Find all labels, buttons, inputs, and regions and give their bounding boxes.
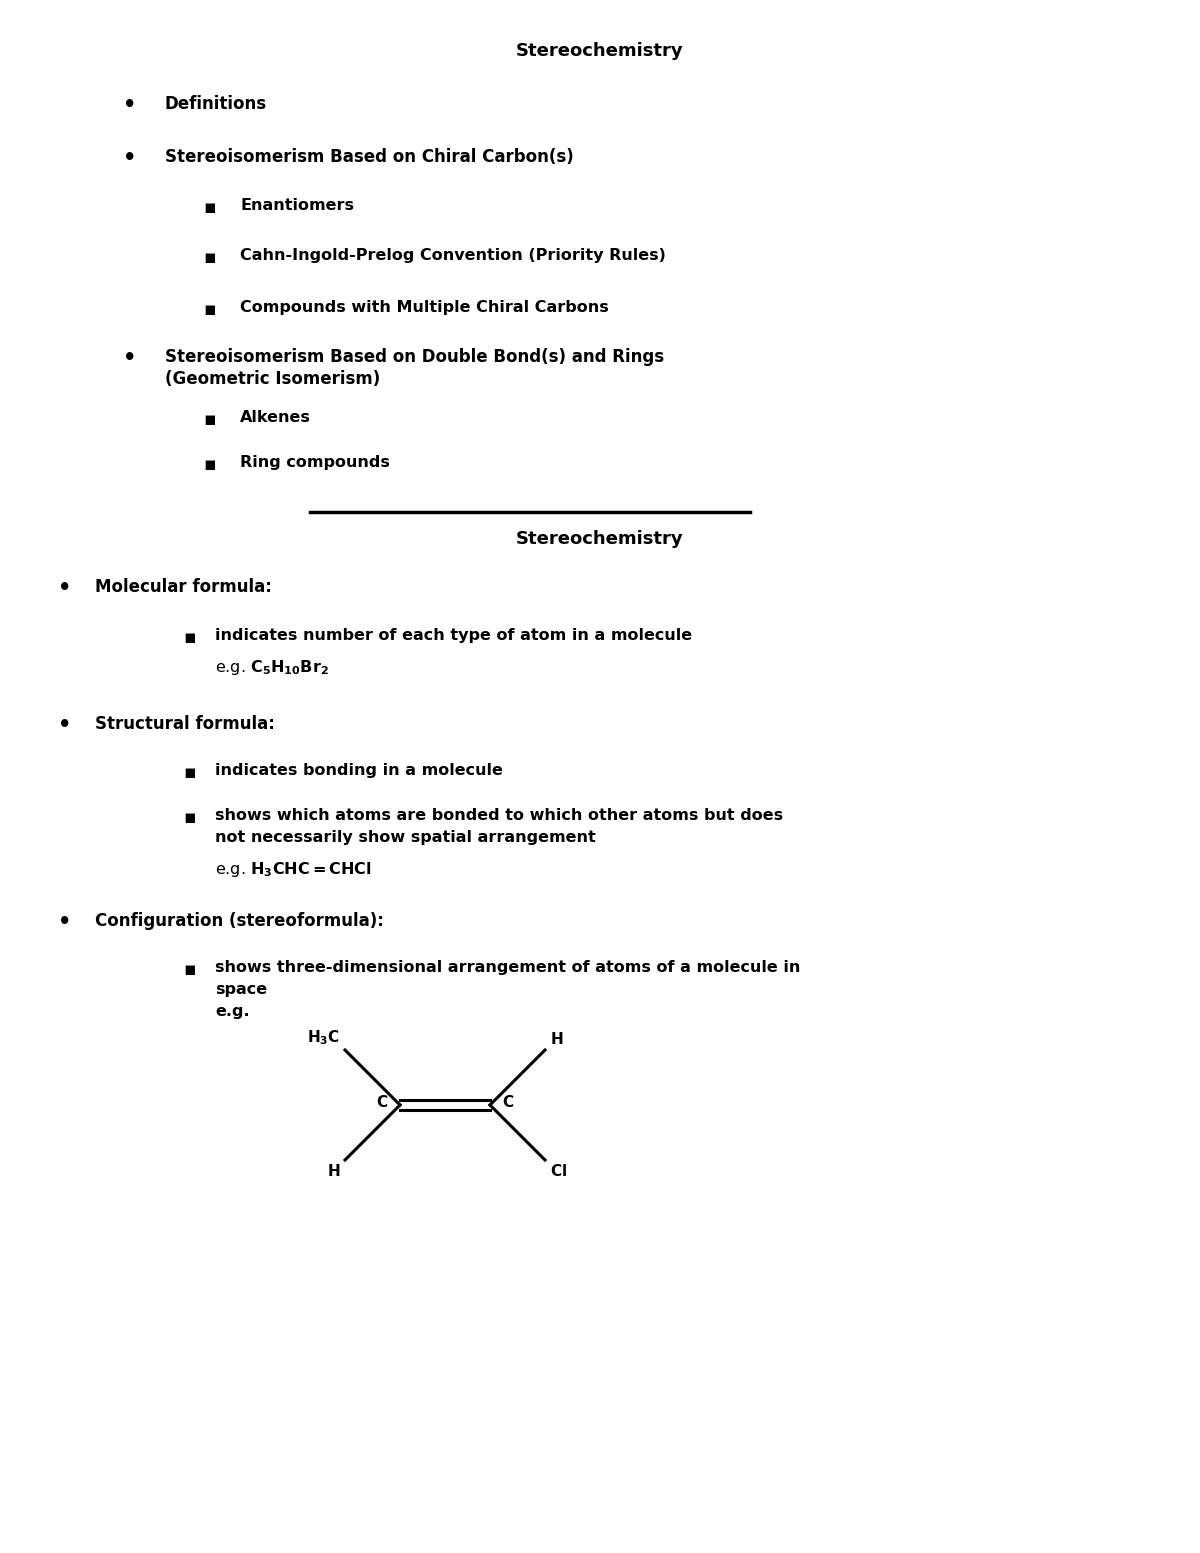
Text: •: • xyxy=(124,95,137,115)
Text: Stereoisomerism Based on Double Bond(s) and Rings: Stereoisomerism Based on Double Bond(s) … xyxy=(166,348,664,367)
Text: e.g.: e.g. xyxy=(215,1003,250,1019)
Text: $\mathbf{Cl}$: $\mathbf{Cl}$ xyxy=(550,1163,568,1179)
Text: space: space xyxy=(215,981,268,997)
Text: shows three-dimensional arrangement of atoms of a molecule in: shows three-dimensional arrangement of a… xyxy=(215,960,800,975)
Text: Structural formula:: Structural formula: xyxy=(95,714,275,733)
Text: ▪: ▪ xyxy=(204,248,216,267)
Text: not necessarily show spatial arrangement: not necessarily show spatial arrangement xyxy=(215,829,595,845)
Text: ▪: ▪ xyxy=(204,300,216,318)
Text: ▪: ▪ xyxy=(184,763,197,783)
Text: Alkenes: Alkenes xyxy=(240,410,311,426)
Text: Enantiomers: Enantiomers xyxy=(240,197,354,213)
Text: (Geometric Isomerism): (Geometric Isomerism) xyxy=(166,370,380,388)
Text: Compounds with Multiple Chiral Carbons: Compounds with Multiple Chiral Carbons xyxy=(240,300,608,315)
Text: •: • xyxy=(59,912,72,932)
Text: Molecular formula:: Molecular formula: xyxy=(95,578,272,596)
Text: $\mathbf{H_3C}$: $\mathbf{H_3C}$ xyxy=(307,1028,340,1047)
Text: ▪: ▪ xyxy=(184,808,197,828)
Text: $\mathbf{H}$: $\mathbf{H}$ xyxy=(326,1163,340,1179)
Text: ▪: ▪ xyxy=(204,410,216,429)
Text: $\mathbf{C}$: $\mathbf{C}$ xyxy=(502,1093,514,1110)
Text: Stereochemistry: Stereochemistry xyxy=(516,42,684,61)
Text: ▪: ▪ xyxy=(204,197,216,217)
Text: ▪: ▪ xyxy=(184,960,197,978)
Text: Cahn-Ingold-Prelog Convention (Priority Rules): Cahn-Ingold-Prelog Convention (Priority … xyxy=(240,248,666,262)
Text: e.g. $\mathbf{C_5H_{10}Br_2}$: e.g. $\mathbf{C_5H_{10}Br_2}$ xyxy=(215,658,329,677)
Text: Definitions: Definitions xyxy=(166,95,268,113)
Text: Configuration (stereoformula):: Configuration (stereoformula): xyxy=(95,912,384,930)
Text: Ring compounds: Ring compounds xyxy=(240,455,390,471)
Text: ▪: ▪ xyxy=(184,627,197,648)
Text: Stereoisomerism Based on Chiral Carbon(s): Stereoisomerism Based on Chiral Carbon(s… xyxy=(166,148,574,166)
Text: ▪: ▪ xyxy=(204,455,216,474)
Text: $\mathbf{H}$: $\mathbf{H}$ xyxy=(550,1031,563,1047)
Text: e.g. $\mathbf{H_3CHC{=}CHCl}$: e.g. $\mathbf{H_3CHC{=}CHCl}$ xyxy=(215,860,372,879)
Text: shows which atoms are bonded to which other atoms but does: shows which atoms are bonded to which ot… xyxy=(215,808,784,823)
Text: •: • xyxy=(124,348,137,368)
Text: •: • xyxy=(59,578,72,598)
Text: indicates bonding in a molecule: indicates bonding in a molecule xyxy=(215,763,503,778)
Text: Stereochemistry: Stereochemistry xyxy=(516,530,684,548)
Text: •: • xyxy=(59,714,72,735)
Text: •: • xyxy=(124,148,137,168)
Text: $\mathbf{C}$: $\mathbf{C}$ xyxy=(376,1093,388,1110)
Text: indicates number of each type of atom in a molecule: indicates number of each type of atom in… xyxy=(215,627,692,643)
